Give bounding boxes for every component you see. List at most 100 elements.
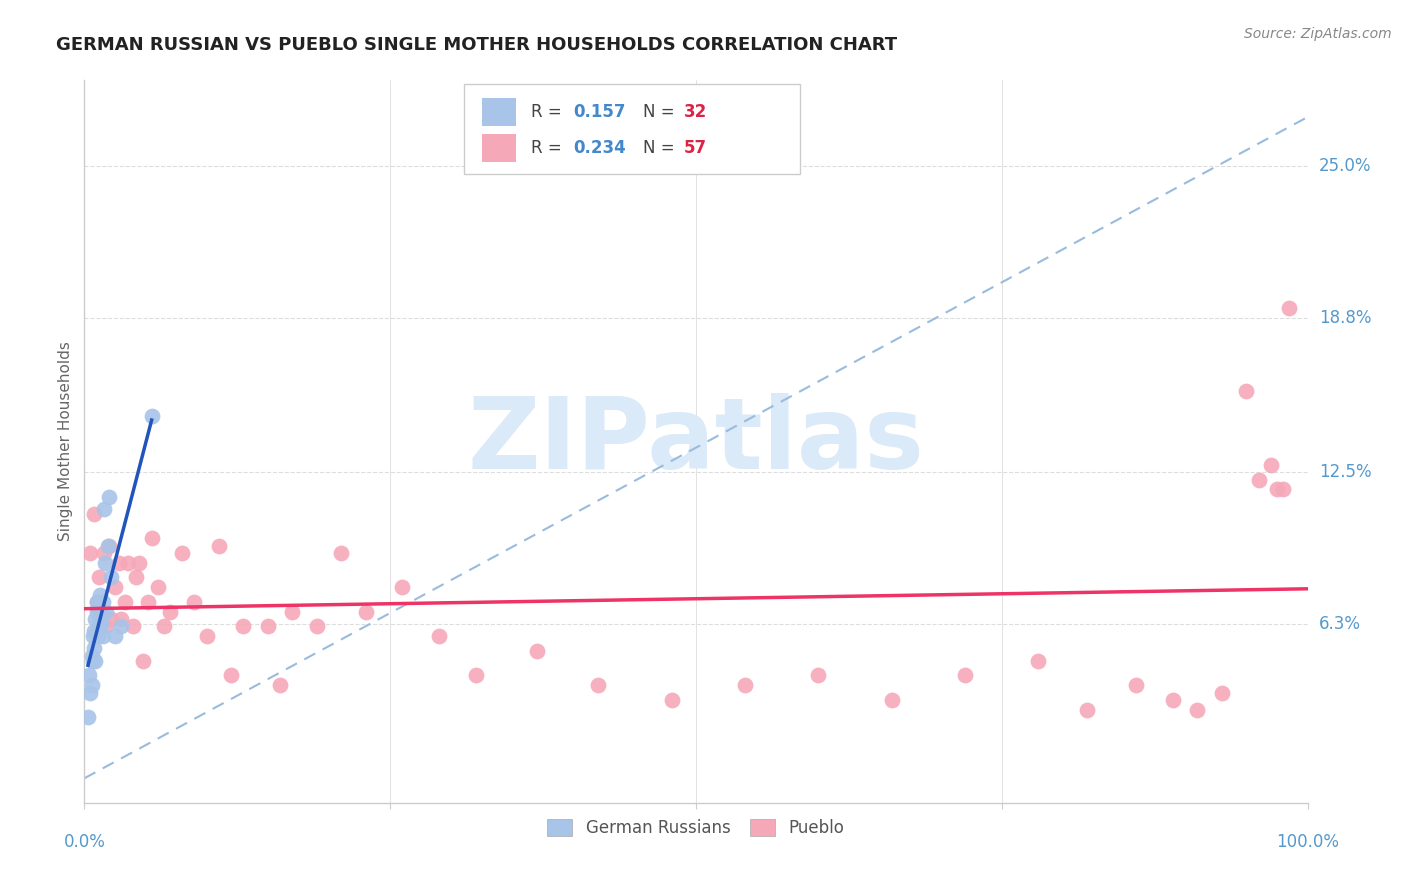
Text: ZIPatlas: ZIPatlas <box>468 393 924 490</box>
Point <box>104 580 127 594</box>
Point <box>80 678 103 692</box>
Point <box>125 570 148 584</box>
Point <box>1187 703 1209 717</box>
Text: 25.0%: 25.0% <box>1319 157 1371 175</box>
Point <box>89 612 111 626</box>
Point <box>83 507 105 521</box>
Point <box>122 619 145 633</box>
Point <box>219 668 242 682</box>
Point <box>79 546 101 560</box>
Point <box>953 668 976 682</box>
Point <box>110 619 132 633</box>
Point <box>281 605 304 619</box>
FancyBboxPatch shape <box>482 135 516 162</box>
Point <box>77 710 100 724</box>
Point <box>93 546 115 560</box>
Point <box>97 539 120 553</box>
Text: N =: N = <box>644 103 681 121</box>
Point <box>269 678 291 692</box>
Point <box>586 678 609 692</box>
Point <box>97 539 120 553</box>
Point <box>391 580 413 594</box>
Point <box>114 595 136 609</box>
Point <box>1125 678 1147 692</box>
Text: 12.5%: 12.5% <box>1319 463 1371 481</box>
Point <box>1272 483 1295 497</box>
Point <box>232 619 254 633</box>
Point <box>96 605 118 619</box>
Point <box>661 693 683 707</box>
Point <box>141 409 163 423</box>
Point <box>83 624 105 639</box>
Point <box>1236 384 1258 399</box>
Point <box>1260 458 1282 472</box>
Point <box>83 641 105 656</box>
Point <box>90 605 112 619</box>
Point <box>305 619 328 633</box>
Point <box>91 629 114 643</box>
Point <box>94 556 117 570</box>
Point <box>354 605 377 619</box>
Point <box>97 490 120 504</box>
Point <box>93 502 115 516</box>
Point <box>110 612 132 626</box>
Point <box>1247 473 1270 487</box>
Text: 32: 32 <box>683 103 707 121</box>
Point <box>330 546 353 560</box>
Text: 57: 57 <box>683 139 707 157</box>
Y-axis label: Single Mother Households: Single Mother Households <box>58 342 73 541</box>
Point <box>183 595 205 609</box>
Point <box>100 570 122 584</box>
Text: R =: R = <box>531 103 567 121</box>
Point <box>80 648 103 663</box>
Text: 6.3%: 6.3% <box>1319 615 1361 633</box>
Point <box>87 629 110 643</box>
Point <box>195 629 218 643</box>
Point <box>208 539 231 553</box>
Point <box>104 629 127 643</box>
Point <box>132 654 155 668</box>
Point <box>77 668 100 682</box>
Point <box>86 595 108 609</box>
Point <box>86 595 108 609</box>
Text: GERMAN RUSSIAN VS PUEBLO SINGLE MOTHER HOUSEHOLDS CORRELATION CHART: GERMAN RUSSIAN VS PUEBLO SINGLE MOTHER H… <box>56 36 897 54</box>
Point <box>146 580 169 594</box>
Point <box>100 612 122 626</box>
Point <box>159 605 181 619</box>
Text: 0.234: 0.234 <box>574 139 627 157</box>
Point <box>136 595 159 609</box>
Point <box>87 570 110 584</box>
Point <box>89 588 111 602</box>
Text: 100.0%: 100.0% <box>1277 833 1339 851</box>
Point <box>153 619 176 633</box>
Point <box>128 556 150 570</box>
Point <box>84 612 107 626</box>
Point <box>880 693 903 707</box>
Point <box>734 678 756 692</box>
Text: 18.8%: 18.8% <box>1319 309 1371 326</box>
Text: N =: N = <box>644 139 681 157</box>
Point <box>96 619 118 633</box>
Point <box>91 595 114 609</box>
Point <box>1028 654 1050 668</box>
Point <box>79 685 101 699</box>
Point <box>87 605 110 619</box>
Point <box>90 617 112 632</box>
Text: R =: R = <box>531 139 567 157</box>
Text: Source: ZipAtlas.com: Source: ZipAtlas.com <box>1244 27 1392 41</box>
Point <box>1278 301 1301 315</box>
Point <box>86 624 108 639</box>
Point <box>526 644 548 658</box>
Legend: German Russians, Pueblo: German Russians, Pueblo <box>538 810 853 845</box>
Point <box>107 556 129 570</box>
Point <box>464 668 486 682</box>
Point <box>82 654 104 668</box>
Point <box>117 556 139 570</box>
Point <box>807 668 830 682</box>
Point <box>427 629 450 643</box>
FancyBboxPatch shape <box>482 98 516 126</box>
FancyBboxPatch shape <box>464 84 800 174</box>
Point <box>257 619 280 633</box>
Point <box>82 629 104 643</box>
Point <box>84 654 107 668</box>
